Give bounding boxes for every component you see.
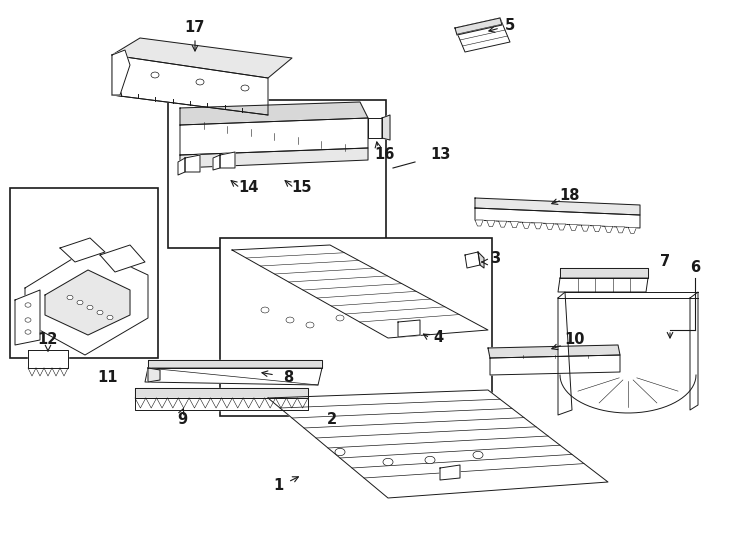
Circle shape [97,310,103,315]
Polygon shape [570,225,578,231]
Polygon shape [455,18,510,52]
Polygon shape [148,368,160,382]
Text: 15: 15 [291,180,312,195]
Polygon shape [382,115,390,140]
Polygon shape [112,55,268,115]
Bar [10,188,158,358]
Text: 4: 4 [433,330,443,346]
Circle shape [77,300,83,305]
Polygon shape [545,224,554,230]
Polygon shape [178,158,185,175]
Circle shape [25,303,31,307]
Circle shape [261,307,269,313]
Circle shape [383,458,393,465]
Text: 18: 18 [560,187,581,202]
Circle shape [286,317,294,323]
Polygon shape [475,208,640,228]
Polygon shape [28,350,68,368]
Polygon shape [534,223,542,229]
Polygon shape [268,390,608,498]
Polygon shape [628,227,636,233]
Polygon shape [605,226,613,232]
Polygon shape [558,278,648,292]
Text: 12: 12 [38,333,58,348]
Polygon shape [593,226,601,232]
Text: 13: 13 [430,147,450,163]
Polygon shape [475,198,640,215]
Text: 3: 3 [490,251,500,266]
Polygon shape [398,320,420,337]
Polygon shape [185,155,200,172]
Polygon shape [558,292,572,415]
Polygon shape [135,388,308,398]
Polygon shape [522,222,531,228]
Polygon shape [180,148,368,168]
Polygon shape [455,18,502,35]
Polygon shape [488,345,620,358]
Polygon shape [475,220,483,226]
Polygon shape [558,224,566,230]
Text: 7: 7 [660,254,670,269]
Polygon shape [510,222,519,228]
Circle shape [336,315,344,321]
Polygon shape [232,245,488,338]
Circle shape [87,305,93,310]
Text: 2: 2 [327,413,337,428]
Polygon shape [498,221,506,227]
Polygon shape [560,268,648,278]
Circle shape [107,315,113,320]
Polygon shape [180,118,368,155]
Polygon shape [100,245,145,272]
Polygon shape [60,238,105,262]
Circle shape [196,79,204,85]
Text: 9: 9 [177,413,187,428]
Circle shape [25,318,31,322]
Polygon shape [180,102,368,125]
Polygon shape [487,220,495,227]
Circle shape [241,85,249,91]
Text: 14: 14 [238,180,258,195]
Polygon shape [135,398,308,410]
Text: 5: 5 [505,17,515,32]
Circle shape [335,448,345,456]
Text: 16: 16 [375,147,395,163]
Polygon shape [465,252,480,268]
Polygon shape [690,292,698,410]
Polygon shape [213,155,220,170]
Text: 10: 10 [564,333,585,348]
Polygon shape [560,375,696,413]
Polygon shape [145,368,322,385]
Circle shape [425,456,435,464]
Bar [220,238,492,416]
Polygon shape [148,360,322,368]
Text: 11: 11 [98,370,118,386]
Polygon shape [45,270,130,335]
Circle shape [473,451,483,458]
Polygon shape [368,118,382,138]
Polygon shape [220,152,235,168]
Polygon shape [617,227,625,233]
Text: 8: 8 [283,370,293,386]
Polygon shape [440,465,460,480]
Circle shape [151,72,159,78]
Text: 6: 6 [690,260,700,275]
Polygon shape [581,225,589,231]
Text: 1: 1 [273,477,283,492]
Polygon shape [490,355,620,375]
Circle shape [306,322,314,328]
Polygon shape [478,252,484,268]
Bar [168,100,386,248]
Polygon shape [15,290,40,345]
Circle shape [25,330,31,334]
Polygon shape [112,38,292,78]
Circle shape [67,295,73,300]
Polygon shape [112,50,130,95]
Text: 17: 17 [185,19,206,35]
Polygon shape [25,248,148,355]
